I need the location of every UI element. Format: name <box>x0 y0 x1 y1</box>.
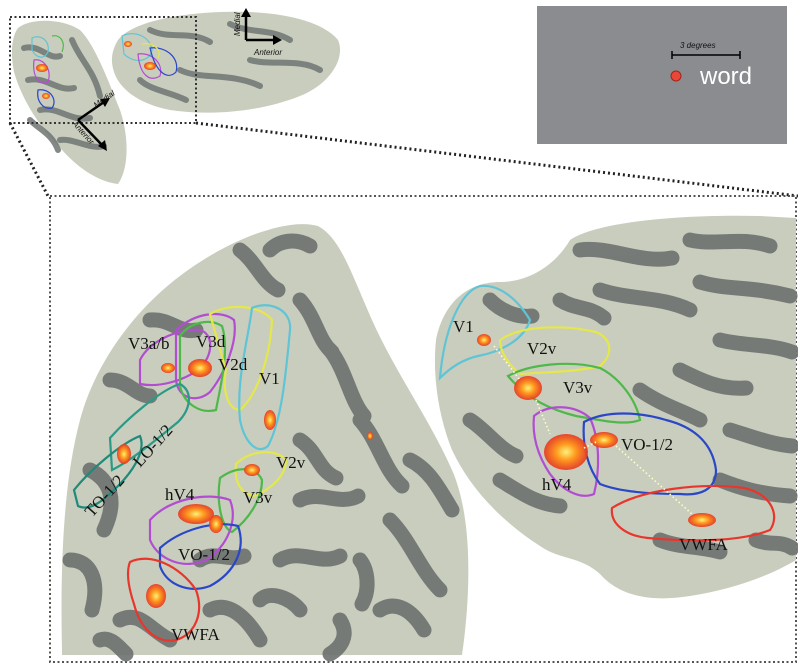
thumbnail-roi-outlines <box>31 35 64 109</box>
right-roi-outlines <box>438 284 776 542</box>
orientation-top-medial-label: Medial <box>233 12 242 36</box>
thumbnail-zoom-box <box>9 16 197 124</box>
stimulus-label: word <box>699 63 752 90</box>
thumbnail-ventral-view <box>11 20 127 185</box>
left-activation-blobs <box>117 359 373 608</box>
thumbnail-lateral-roi-outlines <box>121 33 178 79</box>
roi-to-outline <box>72 434 143 509</box>
label-left-v3v: V3v <box>243 488 273 507</box>
thumbnail-lateral-view <box>111 11 341 113</box>
label-right-v1: V1 <box>453 317 474 336</box>
word-stimulus-dot <box>670 70 682 82</box>
orientation-top-anterior-label: Anterior <box>253 48 282 57</box>
label-right-v3v: V3v <box>563 378 593 397</box>
roi-v2d-outline <box>178 320 227 412</box>
right-connection-arrows <box>493 345 693 515</box>
label-left-v2d: V2d <box>218 355 248 374</box>
roi-lo-outline <box>108 382 190 472</box>
label-left-v2v: V2v <box>276 453 306 472</box>
label-left-vwfa: VWFA <box>171 625 221 644</box>
roi-v3d-outline <box>174 313 236 400</box>
roi-v3ab-outline <box>138 328 212 387</box>
label-left-vo12: VO-1/2 <box>178 545 230 564</box>
scale-bar-label: 3 degrees <box>680 41 716 50</box>
roi-vo-outline <box>158 523 242 590</box>
label-right-vo12: VO-1/2 <box>621 435 673 454</box>
roi-v2d-yellow-outline <box>208 305 274 412</box>
left-roi-outlines <box>72 304 292 642</box>
right-cortex-view: V1 V2v V3v VO-1/2 hV4 VWFA <box>434 215 798 599</box>
roi-r-vwfa-outline <box>610 484 776 542</box>
zoom-frame <box>49 195 797 663</box>
legend-background <box>537 6 787 144</box>
label-left-v1: V1 <box>259 369 280 388</box>
label-left-v3d: V3d <box>196 332 226 351</box>
left-sulci-pattern <box>62 233 460 662</box>
label-right-hv4: hV4 <box>542 475 572 494</box>
label-right-v2v: V2v <box>527 339 557 358</box>
zoom-connector-lines <box>8 121 798 198</box>
roi-r-v2v-outline <box>498 326 611 376</box>
left-cortex-view: V3a/b V3d V2d V1 LO-1/2 TO-1/2 V2v hV4 V… <box>61 224 469 662</box>
label-right-vwfa: VWFA <box>679 535 729 554</box>
orientation-indicator-top: Medial Anterior <box>233 8 282 57</box>
label-left-v3ab: V3a/b <box>128 334 170 353</box>
roi-vwfa-outline <box>126 557 201 642</box>
right-activation-blobs <box>477 334 716 527</box>
roi-v1-outline <box>238 304 292 451</box>
roi-r-vo-outline <box>582 412 718 496</box>
roi-r-hv4-outline <box>532 406 600 497</box>
roi-v2v-outline <box>234 451 288 498</box>
legend-panel: 3 degrees word <box>537 6 787 144</box>
roi-r-v1-outline <box>438 284 532 381</box>
label-left-hv4: hV4 <box>165 485 195 504</box>
roi-hv4-outline <box>148 495 234 565</box>
